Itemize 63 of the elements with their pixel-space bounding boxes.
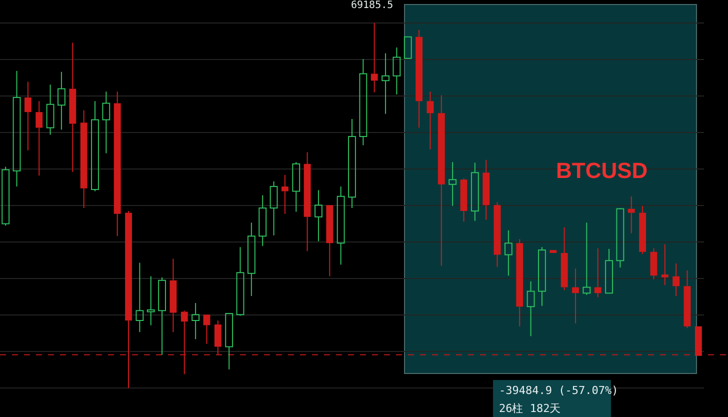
candlestick <box>460 178 468 222</box>
candlestick <box>236 246 244 316</box>
candlestick <box>69 42 76 172</box>
candlestick <box>470 162 479 222</box>
candlestick <box>192 302 200 340</box>
candlestick <box>326 205 334 277</box>
candlestick <box>125 210 132 388</box>
candlestick <box>304 152 311 252</box>
candlestick <box>538 246 546 306</box>
candlestick <box>258 194 267 247</box>
candlestick <box>91 100 99 192</box>
candlestick <box>482 159 490 220</box>
text: BTCUSD <box>556 158 648 184</box>
candlestick <box>24 81 32 151</box>
candlestick <box>572 268 579 324</box>
candlestick <box>382 52 390 114</box>
candlestick <box>203 314 210 344</box>
candlestick <box>672 263 680 297</box>
candlestick <box>348 118 356 209</box>
candlestick <box>270 180 278 236</box>
candlestick <box>136 262 144 333</box>
candlestick <box>281 174 288 214</box>
candlestick <box>12 70 21 188</box>
candlestick <box>158 276 166 356</box>
candlestick <box>336 186 345 266</box>
text: 69185.5 <box>351 0 394 11</box>
candlestick <box>448 162 457 206</box>
candlestick <box>247 222 256 297</box>
candlestick <box>560 226 568 291</box>
candlestick <box>494 202 501 268</box>
candlestick <box>616 208 624 268</box>
candlestick <box>416 29 423 128</box>
candlestick <box>628 196 635 234</box>
candlestick <box>146 276 155 326</box>
candlestick <box>170 258 177 333</box>
candlestick <box>605 248 613 294</box>
candlestick <box>57 71 66 130</box>
candlestick <box>370 22 378 93</box>
candlestick <box>225 313 234 370</box>
candlestick <box>392 46 401 96</box>
candlestick <box>684 270 691 329</box>
candlestick <box>526 280 535 337</box>
candlestick <box>438 94 445 266</box>
candlestick <box>36 100 43 176</box>
candlestick <box>516 238 524 327</box>
candlestick <box>504 230 512 276</box>
candlestick <box>314 190 322 242</box>
candlestick <box>639 205 646 255</box>
candlestick <box>102 91 110 154</box>
candlestick <box>180 310 188 375</box>
candlestick <box>214 320 222 356</box>
candlestick <box>661 244 668 286</box>
candlestick <box>594 248 602 298</box>
candlestick <box>650 248 658 280</box>
candlestick <box>582 222 591 296</box>
text: 26柱 182天 <box>499 401 561 416</box>
candlestick <box>426 91 434 150</box>
candlestick <box>46 84 54 136</box>
candlestick <box>80 110 88 209</box>
candlestick <box>114 91 121 237</box>
candlestick <box>359 58 368 146</box>
candlestick <box>292 162 300 212</box>
annotation: -39484.9 (-57.07%) <box>499 384 618 397</box>
